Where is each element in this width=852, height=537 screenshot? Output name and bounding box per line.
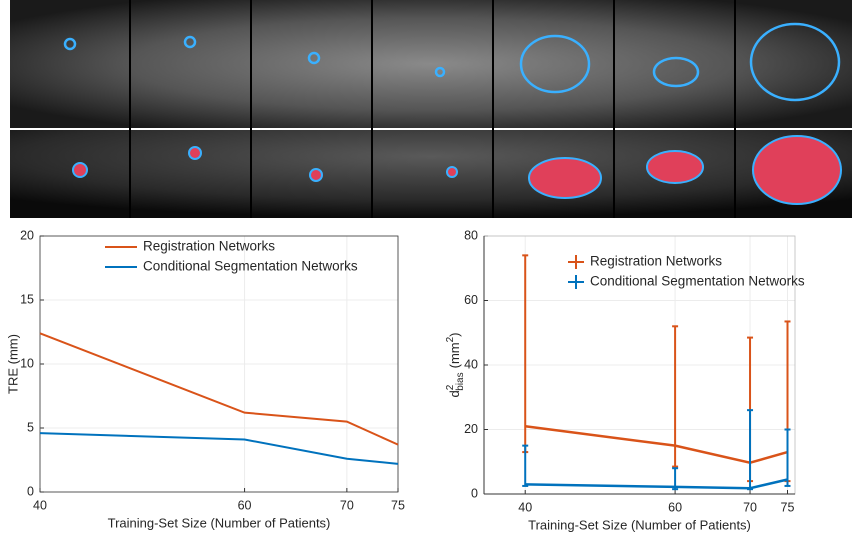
x-tick-label: 75: [391, 498, 405, 512]
y-tick-label: 0: [27, 484, 34, 498]
x-tick-label: 70: [340, 498, 354, 512]
x-tick-label: 70: [743, 500, 757, 514]
legend-label: Conditional Segmentation Networks: [143, 259, 358, 274]
y-axis-label-part: (mm: [447, 342, 462, 368]
x-axis-label: Training-Set Size (Number of Patients): [108, 515, 331, 530]
y-tick-label: 20: [20, 228, 34, 242]
y-tick-label: 80: [464, 228, 478, 242]
x-tick-label: 40: [33, 498, 47, 512]
line-series: [40, 433, 398, 464]
y-tick-label: 10: [20, 356, 34, 370]
y-tick-label: 60: [464, 293, 478, 307]
y-axis-label-part: bias: [455, 372, 466, 390]
y-tick-label: 40: [464, 357, 478, 371]
y-tick-label: 20: [464, 422, 478, 436]
y-axis-label: d2bias(mm2): [445, 332, 466, 397]
y-tick-label: 5: [27, 420, 34, 434]
image-strip: [10, 0, 852, 218]
legend-label: Conditional Segmentation Networks: [590, 274, 805, 289]
y-tick-label: 0: [471, 486, 478, 500]
x-tick-label: 60: [668, 500, 682, 514]
legend-label: Registration Networks: [590, 254, 722, 269]
x-tick-label: 40: [518, 500, 532, 514]
y-axis-label: TRE (mm): [5, 334, 20, 394]
x-tick-label: 75: [781, 500, 795, 514]
x-axis-label: Training-Set Size (Number of Patients): [528, 517, 751, 532]
x-tick-label: 60: [238, 498, 252, 512]
legend-label: Registration Networks: [143, 239, 275, 254]
line-series: [525, 426, 787, 462]
figure: 0 5 10 15 20 40 60 70 75 Training-Set Size (Numbe…: [0, 0, 852, 537]
y-axis-label-part: ): [447, 332, 462, 336]
y-tick-label: 15: [20, 292, 34, 306]
